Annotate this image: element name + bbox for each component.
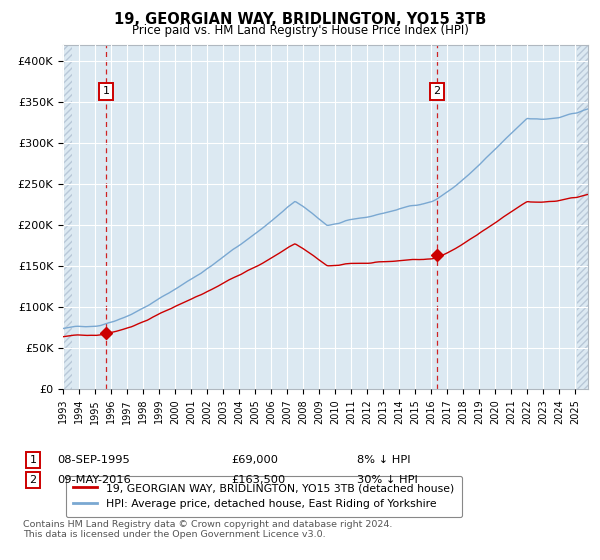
Text: Price paid vs. HM Land Registry's House Price Index (HPI): Price paid vs. HM Land Registry's House …: [131, 24, 469, 37]
Text: 09-MAY-2016: 09-MAY-2016: [57, 475, 131, 485]
Text: 08-SEP-1995: 08-SEP-1995: [57, 455, 130, 465]
Bar: [63, 45, 72, 389]
Text: £163,500: £163,500: [231, 475, 285, 485]
Text: £69,000: £69,000: [231, 455, 278, 465]
Text: 1: 1: [103, 86, 109, 96]
Bar: [577, 45, 588, 389]
Text: 1: 1: [29, 455, 37, 465]
Text: Contains HM Land Registry data © Crown copyright and database right 2024.
This d: Contains HM Land Registry data © Crown c…: [23, 520, 392, 539]
Text: 19, GEORGIAN WAY, BRIDLINGTON, YO15 3TB: 19, GEORGIAN WAY, BRIDLINGTON, YO15 3TB: [114, 12, 486, 27]
Text: 2: 2: [433, 86, 440, 96]
Text: 8% ↓ HPI: 8% ↓ HPI: [357, 455, 410, 465]
Text: 30% ↓ HPI: 30% ↓ HPI: [357, 475, 418, 485]
Legend: 19, GEORGIAN WAY, BRIDLINGTON, YO15 3TB (detached house), HPI: Average price, de: 19, GEORGIAN WAY, BRIDLINGTON, YO15 3TB …: [66, 475, 462, 517]
Text: 2: 2: [29, 475, 37, 485]
